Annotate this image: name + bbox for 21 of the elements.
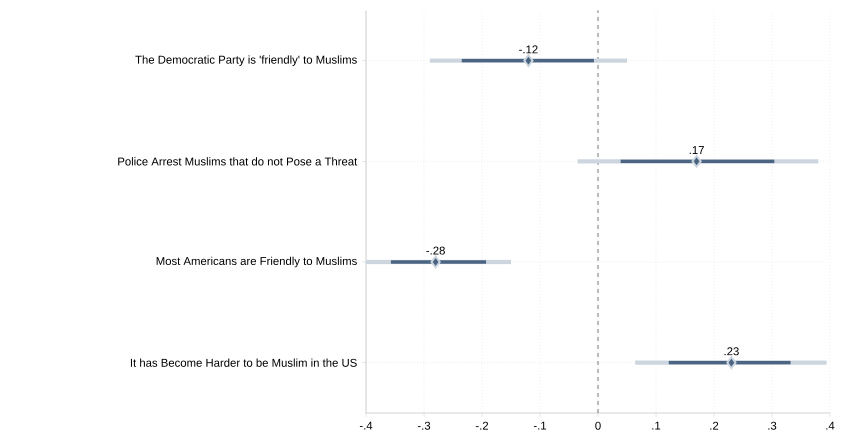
x-tick-label: .3 [768, 422, 776, 430]
data-label: .17 [690, 146, 704, 154]
x-tick-label: -.1 [534, 422, 546, 430]
x-tick-label: .2 [710, 422, 718, 430]
data-label: -.12 [519, 45, 538, 54]
y-tick-label: Police Arrest Muslims that do not Pose a Threat [118, 157, 358, 166]
point [728, 358, 734, 366]
point [526, 56, 532, 64]
x-tick-label: -.2 [476, 422, 488, 430]
x-tick-label: -.3 [418, 422, 430, 430]
data-label: -.28 [426, 246, 445, 255]
y-tick-label: It has Become Harder to be Muslim in the US [130, 358, 357, 367]
data-label: .23 [724, 347, 739, 356]
y-tick-label: The Democratic Party is 'friendly' to Muslims [135, 55, 357, 66]
point [432, 258, 438, 266]
x-tick-label: .1 [652, 422, 660, 430]
x-tick-label: .4 [826, 422, 834, 430]
x-tick-label: 0 [595, 422, 601, 430]
point [694, 158, 700, 166]
y-tick-label: Most Americans are Friendly to Muslims [156, 256, 357, 268]
x-tick-label: -.4 [360, 422, 372, 430]
